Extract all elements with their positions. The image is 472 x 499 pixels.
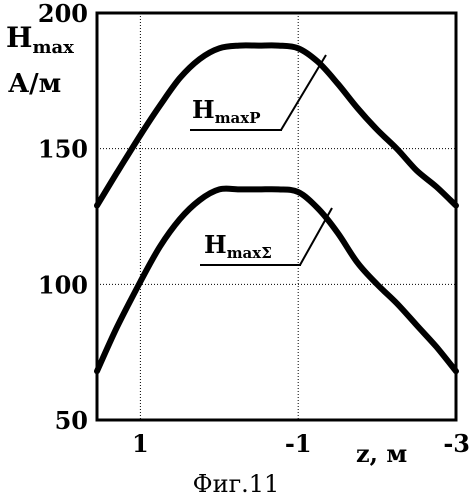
y-axis-label: Hmax	[6, 21, 74, 58]
series-label-hmaxsigma-sub: maxΣ	[227, 244, 272, 262]
plot-frame	[95, 11, 458, 422]
series-line-hmaxsigma	[94, 185, 459, 375]
figure-caption: Фиг.11	[193, 470, 280, 498]
y-axis-label-sub: max	[32, 37, 74, 58]
x-tick-labels: 1 -1 -3	[132, 429, 470, 458]
series-label-hmaxp-main: H	[192, 95, 215, 124]
y-tick-label: 100	[38, 270, 88, 299]
series-label-hmaxp: HmaxP	[190, 54, 327, 131]
svg-text:HmaxP: HmaxP	[192, 95, 261, 127]
y-tick-label: 50	[55, 406, 88, 435]
y-axis-unit: А/м	[8, 69, 61, 99]
x-tick-label: -3	[443, 429, 470, 458]
series-label-hmaxp-sub: maxP	[215, 109, 261, 127]
grid-lines	[97, 13, 456, 420]
y-tick-label: 200	[38, 0, 88, 28]
series-lines	[94, 42, 459, 375]
y-tick-labels: 50 100 150 200	[38, 0, 88, 435]
series-line-hmaxp	[94, 42, 459, 209]
series-label-hmaxsigma: HmaxΣ	[200, 207, 333, 266]
svg-text:HmaxΣ: HmaxΣ	[204, 230, 272, 262]
x-tick-label: -1	[285, 429, 312, 458]
y-axis-label-main: H	[6, 21, 32, 54]
x-tick-label: 1	[132, 429, 149, 458]
series-label-hmaxsigma-main: H	[204, 230, 227, 259]
x-axis-label: z, м	[356, 439, 407, 468]
y-tick-label: 150	[38, 135, 88, 164]
